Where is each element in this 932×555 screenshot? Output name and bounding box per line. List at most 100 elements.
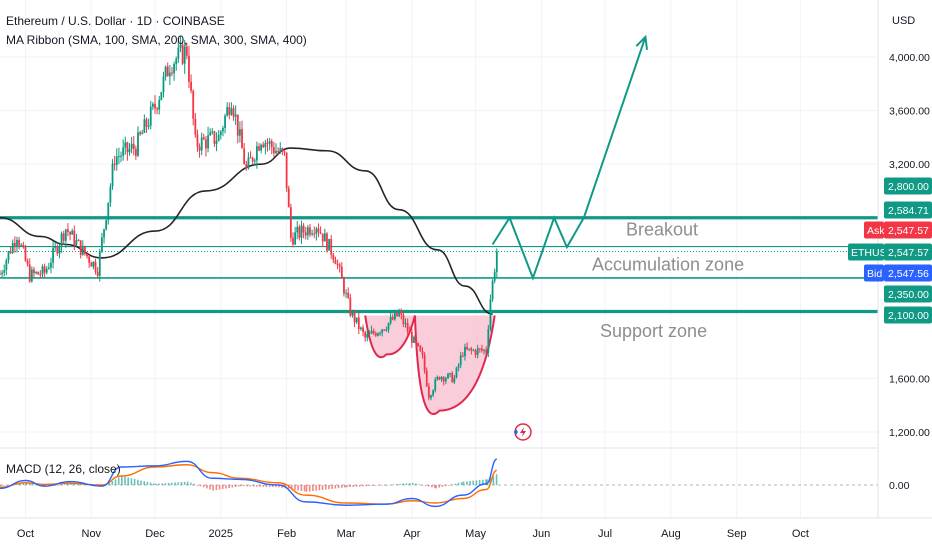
macd-hist-bar (66, 483, 69, 485)
candle-body (205, 139, 207, 149)
candle-body (442, 377, 445, 382)
candle-body (168, 72, 171, 77)
candle-body (73, 230, 76, 246)
macd-hist-bar (444, 485, 447, 487)
candle-body (389, 317, 392, 323)
candle-body (323, 233, 326, 242)
macd-hist-bar (435, 485, 437, 489)
candle-body (374, 333, 377, 336)
candle-body (30, 269, 33, 282)
macd-hist-bar (478, 480, 481, 485)
time-tick-label: Sep (727, 528, 747, 540)
macd-hist-bar (418, 484, 420, 485)
candle-body (474, 350, 477, 355)
price-badge-tag (864, 221, 884, 239)
candles (0, 35, 498, 401)
candle-body (154, 103, 156, 109)
price-axis[interactable]: 4,000.00 3,600.00 3,200.00 1,600.00 1,200.00… (848, 0, 932, 550)
time-tick-label: Jul (598, 528, 612, 540)
candle-body (355, 317, 358, 323)
macd-hist-bar (308, 485, 311, 492)
macd-legend[interactable]: MACD (12, 26, close) (6, 462, 121, 476)
cup-fill (365, 315, 495, 415)
macd-hist-bar (170, 482, 173, 485)
macd-hist-bar (371, 485, 374, 486)
macd-hist-bar (328, 485, 330, 490)
candle-body (379, 332, 381, 334)
candle-body (247, 157, 250, 169)
candle-body (313, 233, 316, 235)
candle-body (272, 147, 275, 154)
price-badge-text: 2,547.57 (888, 225, 929, 237)
macd-hist-bar (392, 484, 395, 486)
macd-hist-bar (421, 485, 424, 486)
candle-body (387, 322, 390, 330)
candle-body (219, 131, 222, 136)
macd-hist-bar (86, 484, 88, 486)
candle-body (92, 261, 95, 267)
candle-body (381, 329, 384, 333)
candle-body (298, 226, 301, 238)
price-badge-tag-text: Ask (867, 225, 885, 237)
macd-hist-bar (424, 485, 427, 486)
candle-body (194, 118, 197, 135)
indicator-legend[interactable]: MA Ribbon (SMA, 100, SMA, 200, SMA, 300,… (6, 33, 307, 47)
macd-hist-bar (482, 479, 484, 485)
candle-body (198, 146, 201, 151)
macd-hist-bar (349, 485, 351, 488)
candle-body (315, 228, 318, 234)
candle-body (268, 141, 271, 144)
candle-body (115, 156, 118, 165)
candle-body (493, 271, 496, 281)
candle-body (1, 272, 4, 275)
candle-body (427, 386, 430, 398)
candle-body (266, 142, 269, 144)
price-badge (884, 264, 932, 282)
macd-hist-bar (149, 482, 152, 485)
currency-label[interactable]: USD (892, 15, 916, 27)
time-axis[interactable]: Oct Nov Dec 2025 Feb Mar Apr May Jun Jul Aug Sep Oct (0, 517, 932, 540)
candle-body (262, 144, 265, 148)
macd-hist-bar (237, 485, 240, 487)
candle-body (67, 229, 69, 232)
candle-body (188, 55, 190, 82)
candle-body (243, 148, 246, 165)
candle-body (336, 264, 339, 266)
candle-body (449, 373, 452, 375)
candle-body (173, 64, 175, 74)
macd-hist-bar (408, 483, 411, 485)
macd-hist-bar (321, 485, 324, 490)
candle-body (77, 240, 80, 242)
macd-hist-bar (154, 483, 157, 485)
macd-hist-bar (167, 482, 170, 485)
candle-body (330, 238, 333, 255)
price-badge (884, 243, 932, 261)
zone-label: Accumulation zone (592, 254, 744, 274)
candle-body (62, 233, 65, 241)
candle-body (128, 148, 131, 153)
candle-body (396, 312, 398, 317)
candle-body (160, 92, 163, 100)
horizontal-levels (0, 216, 878, 314)
macd-hist-bar (441, 485, 444, 487)
candle-body (234, 114, 237, 117)
macd-hist-bar (405, 483, 408, 485)
candle-body (113, 163, 116, 165)
candle-body (425, 370, 428, 387)
macd-pane (0, 458, 878, 508)
macd-hist-bar (411, 482, 414, 485)
macd-hist-bar (344, 485, 346, 488)
candle-body (224, 115, 226, 128)
macd-hist-bar (265, 485, 268, 487)
events-badge[interactable] (514, 423, 532, 441)
macd-hist-bar (82, 484, 85, 486)
candle-body (200, 137, 203, 151)
candle-body (472, 350, 475, 352)
macd-hist-bar (6, 485, 8, 486)
candle-body (408, 331, 411, 333)
candle-body (158, 99, 161, 110)
candle-body (190, 81, 192, 91)
candle-body (377, 333, 379, 336)
